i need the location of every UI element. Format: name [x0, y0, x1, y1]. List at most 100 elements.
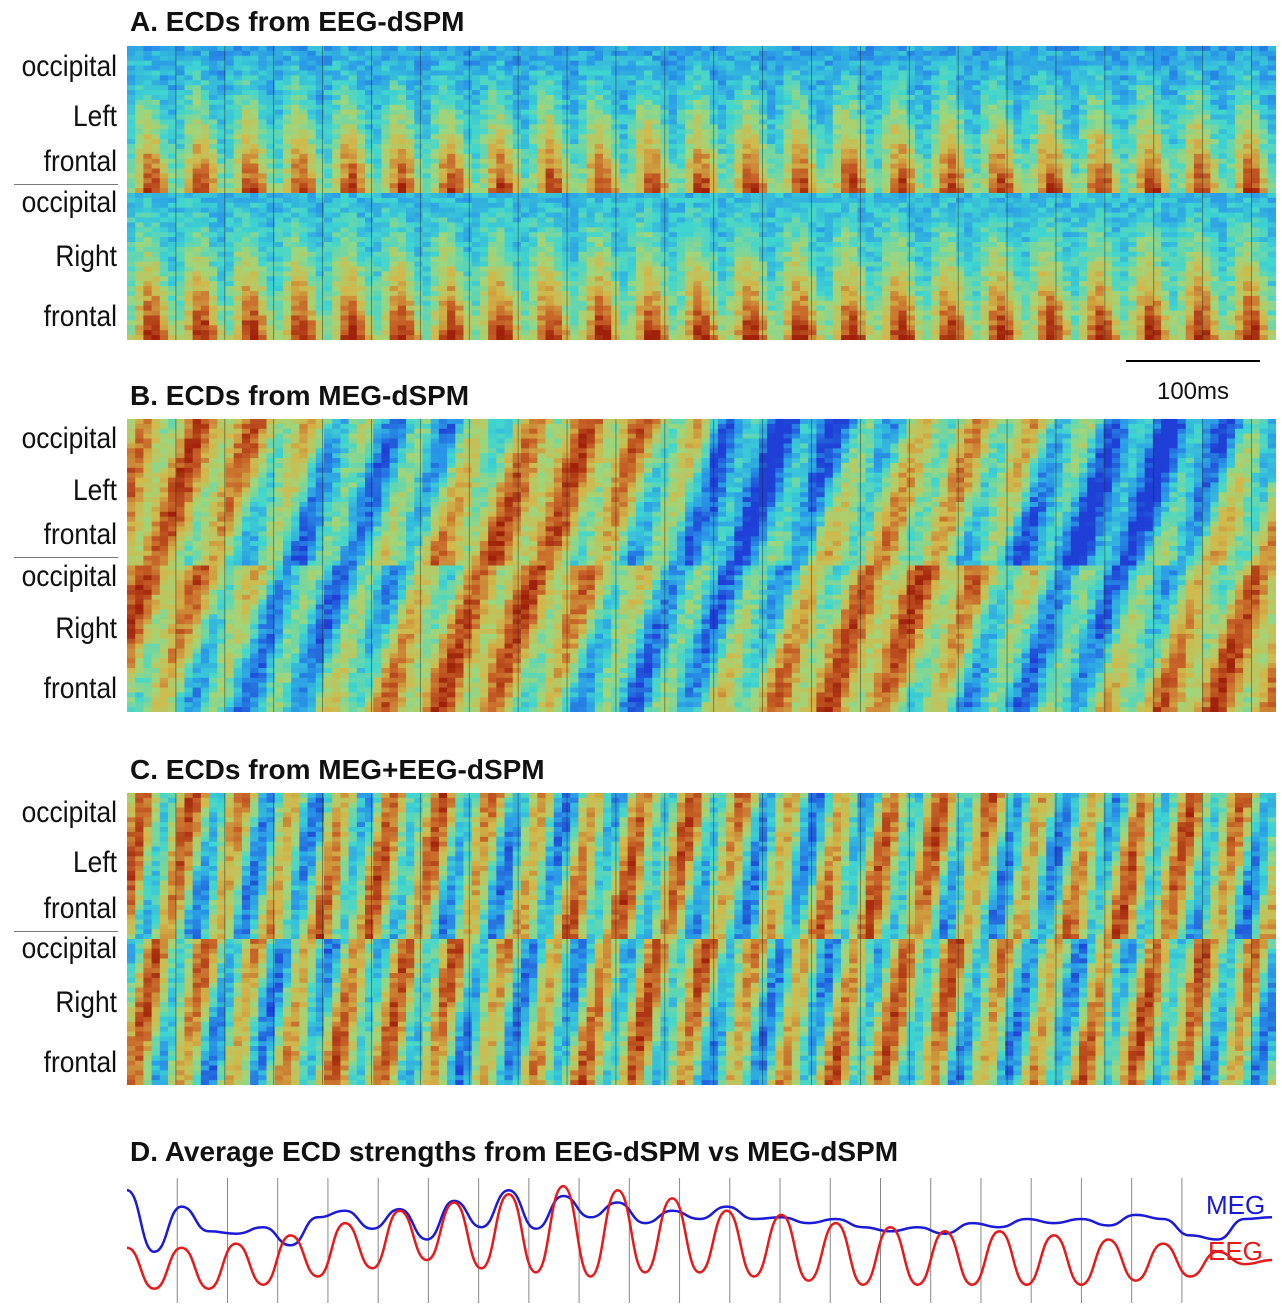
heatmap-cell: [849, 183, 859, 189]
heatmap-cell: [192, 119, 202, 125]
heatmap-cell: [315, 148, 325, 155]
heatmap-cell: [471, 50, 481, 57]
heatmap-cell: [151, 178, 161, 184]
heatmap-cell: [1144, 50, 1154, 57]
heatmap-cell: [676, 188, 686, 194]
heatmap-cell: [685, 134, 694, 140]
heatmap-cell: [1259, 104, 1269, 111]
heatmap-cell: [923, 168, 932, 174]
heatmap-cell: [750, 134, 760, 140]
heatmap-cell: [816, 104, 826, 111]
heatmap-cell: [504, 158, 514, 165]
heatmap-cell: [529, 188, 538, 194]
heatmap-cell: [775, 55, 785, 62]
heatmap-cell: [348, 129, 358, 135]
heatmap-cell: [1251, 202, 1261, 209]
heatmap-cell: [143, 153, 153, 160]
heatmap-cell: [389, 202, 399, 209]
heatmap-cell: [496, 65, 506, 72]
heatmap-cell: [192, 163, 202, 170]
heatmap-cell: [389, 46, 399, 52]
heatmap-cell: [1062, 75, 1072, 81]
heatmap-cell: [1226, 178, 1236, 184]
heatmap-cell: [447, 168, 456, 174]
heatmap-cell: [882, 139, 891, 145]
heatmap-cell: [816, 85, 826, 91]
heatmap-cell: [1046, 99, 1056, 106]
heatmap-cell: [1103, 104, 1113, 111]
heatmap-cell: [455, 207, 465, 214]
heatmap-cell: [685, 124, 694, 130]
heatmap-cell: [529, 144, 538, 150]
heatmap-cell: [1169, 50, 1179, 57]
heatmap-cell: [873, 134, 883, 140]
heatmap-cell: [553, 173, 563, 179]
heatmap-cell: [233, 212, 243, 219]
heatmap-cell: [717, 183, 727, 189]
heatmap-cell: [520, 173, 530, 179]
heatmap-cell: [816, 153, 826, 160]
heatmap-cell: [955, 207, 965, 214]
heatmap-cell: [233, 134, 243, 140]
heatmap-cell: [291, 168, 300, 174]
heatmap-cell: [586, 60, 596, 67]
heatmap-cell: [1005, 183, 1014, 189]
heatmap-cell: [151, 70, 161, 76]
heatmap-cell: [471, 148, 481, 155]
heatmap-cell: [365, 60, 374, 67]
heatmap-cell: [947, 193, 957, 199]
heatmap-cell: [479, 193, 489, 199]
heatmap-cell: [1120, 124, 1129, 130]
heatmap-cell: [151, 55, 161, 62]
heatmap-cell: [151, 60, 161, 67]
heatmap-cell: [1193, 109, 1203, 116]
heatmap-cell: [537, 80, 547, 86]
heatmap-cell: [225, 75, 235, 81]
heatmap-cell: [1161, 119, 1170, 125]
heatmap-cell: [1185, 124, 1195, 130]
heatmap-cell: [381, 109, 391, 116]
heatmap-cell: [1267, 104, 1276, 111]
heatmap-cell: [652, 197, 662, 204]
heatmap-cell: [258, 188, 268, 194]
heatmap-cell: [1234, 188, 1244, 194]
heatmap-cell: [323, 188, 333, 194]
heatmap-cell: [274, 50, 284, 57]
heatmap-cell: [266, 202, 276, 209]
heatmap-cell: [561, 85, 571, 91]
heatmap-cell: [1210, 202, 1220, 209]
heatmap-cell: [627, 139, 637, 145]
heatmap-cell: [808, 168, 817, 174]
heatmap-cell: [988, 129, 998, 135]
heatmap-cell: [1226, 80, 1236, 86]
heatmap-cell: [783, 163, 793, 170]
heatmap-cell: [947, 80, 957, 86]
heatmap-cell: [217, 75, 227, 81]
heatmap-cell: [496, 173, 506, 179]
heatmap-cell: [250, 173, 259, 179]
heatmap-cell: [947, 163, 957, 170]
heatmap-cell: [1210, 124, 1220, 130]
heatmap-cell: [701, 119, 711, 125]
heatmap-cell: [282, 148, 292, 155]
heatmap-cell: [594, 188, 604, 194]
heatmap-cell: [241, 217, 251, 223]
heatmap-cell: [1144, 212, 1154, 219]
heatmap-cell: [315, 50, 325, 57]
heatmap-cell: [652, 95, 662, 101]
heatmap-cell: [1120, 75, 1129, 81]
heatmap-cell: [307, 163, 317, 170]
heatmap-cell: [570, 75, 579, 81]
heatmap-cell: [463, 60, 473, 67]
heatmap-cell: [520, 148, 530, 155]
heatmap-cell: [816, 173, 826, 179]
heatmap-cell: [127, 65, 136, 72]
heatmap-cell: [397, 75, 407, 81]
heatmap-cell: [635, 104, 645, 111]
heatmap-cell: [365, 50, 374, 57]
heatmap-cell: [168, 193, 177, 199]
heatmap-cell: [964, 134, 973, 140]
heatmap-cell: [685, 99, 694, 106]
heatmap-cell: [947, 197, 957, 204]
heatmap-cell: [578, 46, 588, 52]
